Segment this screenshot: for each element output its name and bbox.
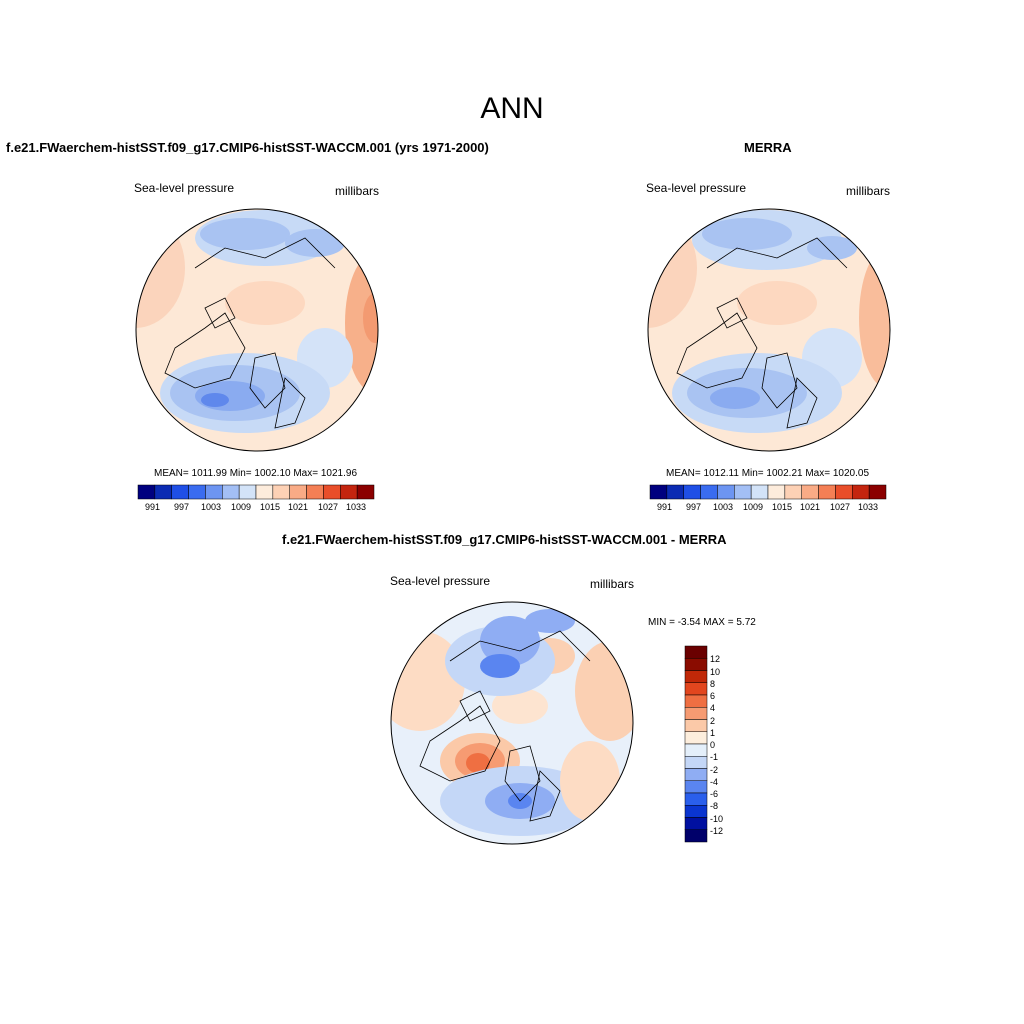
panel-model-map [135,208,379,452]
colorbar-swatch [683,484,701,500]
cb-tick: 1 [710,727,716,738]
panel-diff-colorbar-ticks: 12 10 8 6 4 2 1 0 -1 -2 -4 -6 -8 -10 -12 [710,650,740,840]
panel-diff-minmax: MIN = -3.54 MAX = 5.72 [648,617,756,628]
colorbar-swatch [649,484,668,500]
cb-tick: -2 [710,764,719,775]
cb-tick: 1021 [288,502,309,512]
panel-model-title: f.e21.FWaerchem-histSST.f09_g17.CMIP6-hi… [6,140,489,155]
colorbar-swatch [684,768,708,781]
colorbar-swatch [868,484,887,500]
colorbar-swatch [272,484,290,500]
colorbar-swatch [684,829,708,843]
colorbar-swatch [684,682,708,696]
panel-model-left-label: Sea-level pressure [134,181,235,195]
cb-tick: 6 [710,691,716,702]
cb-tick: 1027 [830,502,851,512]
panel-merra-title: MERRA [744,140,792,155]
cb-tick: -1 [710,752,719,763]
colorbar-swatch [684,780,708,794]
cb-tick: 991 [657,502,673,512]
cb-tick: 2 [710,715,716,726]
colorbar-swatch [684,743,708,757]
colorbar-swatch [238,484,257,500]
cb-tick: 997 [174,502,190,512]
cb-tick: 0 [710,740,716,751]
cb-tick: 1015 [772,502,793,512]
colorbar-swatch [222,484,240,500]
panel-merra-colorbar [649,484,887,500]
colorbar-swatch [666,484,684,500]
cb-tick: 1033 [346,502,367,512]
colorbar-swatch [784,484,802,500]
panel-diff-title: f.e21.FWaerchem-histSST.f09_g17.CMIP6-hi… [282,532,727,547]
colorbar-swatch [684,719,708,732]
colorbar-swatch [852,484,870,500]
panel-model-colorbar-ticks: 991 997 1003 1009 1015 1021 1027 1033 [138,502,374,514]
colorbar-swatch [684,805,708,818]
colorbar-swatch [188,484,206,500]
colorbar-swatch [205,484,223,500]
panel-diff-map [390,601,634,845]
cb-tick: 991 [145,502,161,512]
cb-tick: 1021 [800,502,821,512]
cb-tick: 10 [710,666,721,677]
colorbar-swatch [684,645,708,659]
panel-diff-left-label: Sea-level pressure [390,574,491,588]
panel-merra-colorbar-ticks: 991 997 1003 1009 1015 1021 1027 1033 [650,502,886,514]
panel-diff-units: millibars [590,577,635,591]
cb-tick: 1009 [743,502,764,512]
cb-tick: 1015 [260,502,281,512]
panel-merra-units: millibars [846,184,891,198]
colorbar-swatch [835,484,853,500]
colorbar-swatch [818,484,836,500]
colorbar-swatch [171,484,189,500]
colorbar-swatch [289,484,307,500]
panel-merra-left-label: Sea-level pressure [646,181,747,195]
colorbar-swatch [801,484,819,500]
cb-tick: -4 [710,776,719,787]
cb-tick: -8 [710,801,719,812]
cb-tick: -6 [710,789,719,800]
cb-tick: 1033 [858,502,879,512]
colorbar-swatch [750,484,769,500]
colorbar-swatch [767,484,786,500]
colorbar-swatch [154,484,172,500]
cb-tick: 12 [710,654,721,665]
cb-tick: 1003 [201,502,222,512]
cb-tick: 1027 [318,502,339,512]
colorbar-swatch [684,658,708,671]
cb-tick: 8 [710,678,716,689]
cb-tick: 1003 [713,502,734,512]
colorbar-swatch [323,484,341,500]
colorbar-swatch [684,670,708,683]
colorbar-swatch [356,484,375,500]
page-title: ANN [480,92,544,125]
panel-model-colorbar [137,484,375,500]
colorbar-swatch [255,484,274,500]
panel-merra-stats: MEAN= 1012.11 Min= 1002.21 Max= 1020.05 [666,468,870,479]
colorbar-swatch [717,484,735,500]
panel-diff-colorbar [684,645,708,843]
colorbar-swatch [684,731,708,745]
colorbar-swatch [137,484,156,500]
colorbar-swatch [734,484,752,500]
panel-model-stats: MEAN= 1011.99 Min= 1002.10 Max= 1021.96 [154,468,358,479]
colorbar-swatch [306,484,324,500]
colorbar-swatch [684,694,708,708]
colorbar-swatch [684,707,708,720]
colorbar-swatch [684,792,708,806]
cb-tick: -10 [710,813,724,824]
panel-merra-map [647,208,891,452]
cb-tick: 997 [686,502,702,512]
colorbar-swatch [700,484,718,500]
cb-tick: 4 [710,703,716,714]
colorbar-swatch [684,756,708,769]
cb-tick: 1009 [231,502,252,512]
panel-model-units: millibars [335,184,380,198]
colorbar-swatch [684,817,708,830]
cb-tick: -12 [710,825,724,836]
colorbar-swatch [340,484,358,500]
